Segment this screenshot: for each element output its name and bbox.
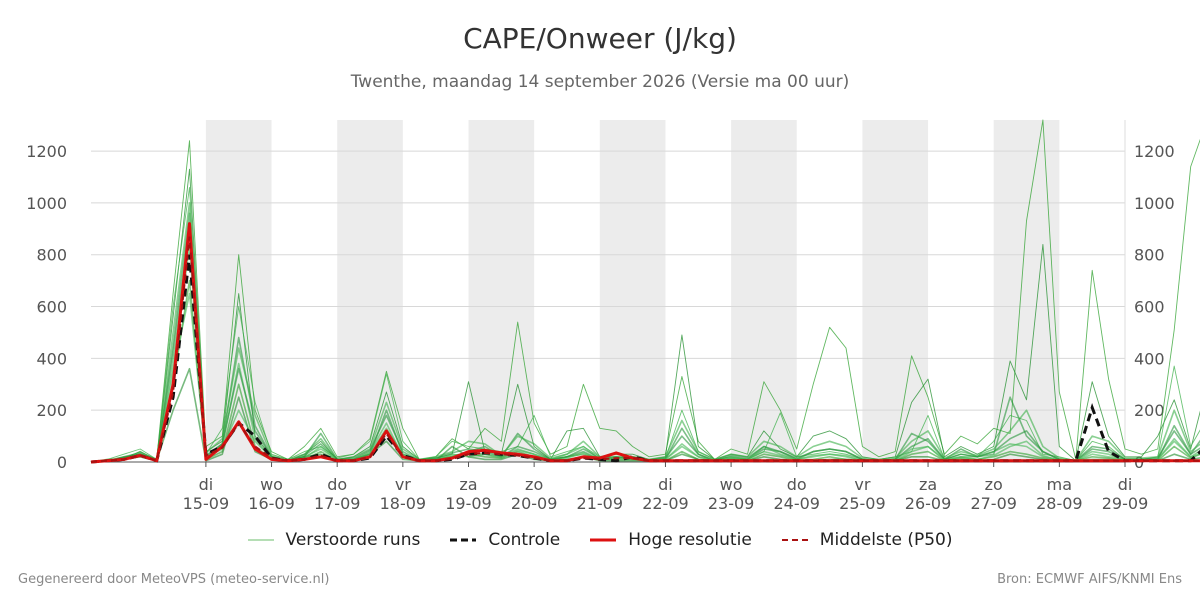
x-tick-day-4: za bbox=[459, 475, 477, 494]
y-tick-left-600: 600 bbox=[36, 298, 67, 317]
legend-label-median: Middelste (P50) bbox=[819, 530, 953, 550]
x-tick-date-6: 21-09 bbox=[577, 494, 624, 513]
legend-swatch-median bbox=[781, 539, 808, 541]
legend-item-high-res[interactable]: Hoge resolutie bbox=[590, 530, 752, 550]
footer-credit: Gegenereerd door MeteoVPS (meteo-service… bbox=[18, 572, 330, 587]
x-tick-day-6: ma bbox=[587, 475, 612, 494]
run-line-7 bbox=[90, 202, 1200, 463]
shaded-band-4 bbox=[731, 120, 797, 462]
x-tick-day-10: vr bbox=[854, 475, 870, 494]
y-tick-left-400: 400 bbox=[36, 349, 67, 368]
x-tick-day-1: wo bbox=[260, 475, 283, 494]
chart-subtitle: Twenthe, maandag 14 september 2026 (Vers… bbox=[350, 72, 850, 92]
x-tick-date-5: 20-09 bbox=[511, 494, 558, 513]
x-tick-day-3: vr bbox=[395, 475, 411, 494]
y-tick-right-0: 0 bbox=[1134, 453, 1144, 472]
shaded-band-3 bbox=[599, 120, 666, 462]
x-tick-date-12: 27-09 bbox=[970, 494, 1017, 513]
y-tick-right-1200: 1200 bbox=[1134, 142, 1175, 161]
high-res-line bbox=[90, 222, 1200, 464]
y-tick-left-800: 800 bbox=[36, 246, 67, 265]
y-tick-right-200: 200 bbox=[1134, 401, 1165, 420]
y-tick-left-0: 0 bbox=[57, 453, 67, 472]
x-tick-day-13: ma bbox=[1047, 475, 1072, 494]
x-tick-date-2: 17-09 bbox=[314, 494, 361, 513]
x-tick-day-2: do bbox=[327, 475, 347, 494]
legend-label-control: Controle bbox=[488, 530, 561, 550]
x-tick-day-8: wo bbox=[720, 475, 743, 494]
legend-swatch-control bbox=[450, 538, 477, 542]
x-tick-date-14: 29-09 bbox=[1102, 494, 1149, 513]
x-tick-date-4: 19-09 bbox=[445, 494, 492, 513]
cape-chart: 0 200 400 600 800 1000 1200 0 200 400 600 800 1000 1… bbox=[26, 119, 1200, 513]
legend-swatch-high-res bbox=[590, 538, 617, 542]
main-series bbox=[90, 222, 1200, 464]
shaded-band-6 bbox=[993, 120, 1060, 462]
x-tick-day-11: za bbox=[919, 475, 937, 494]
x-tick-date-13: 28-09 bbox=[1036, 494, 1083, 513]
weekend-bands bbox=[205, 120, 1060, 462]
x-tick-date-11: 26-09 bbox=[905, 494, 952, 513]
y-axis-left: 0 200 400 600 800 1000 1200 bbox=[26, 142, 67, 472]
y-axis-right: 0 200 400 600 800 1000 1200 bbox=[1134, 142, 1175, 472]
x-tick-date-7: 22-09 bbox=[642, 494, 689, 513]
x-tick-date-8: 23-09 bbox=[708, 494, 755, 513]
x-tick-date-0: 15-09 bbox=[183, 494, 230, 513]
shaded-band-1 bbox=[337, 120, 403, 462]
shaded-band-5 bbox=[862, 120, 929, 462]
legend-label-runs: Verstoorde runs bbox=[285, 530, 421, 550]
x-tick-day-0: di bbox=[199, 475, 214, 494]
legend-item-median[interactable]: Middelste (P50) bbox=[781, 530, 953, 550]
y-tick-right-600: 600 bbox=[1134, 298, 1165, 317]
legend-item-runs[interactable]: Verstoorde runs bbox=[247, 530, 421, 550]
x-tick-day-14: di bbox=[1118, 475, 1133, 494]
x-tick-date-1: 16-09 bbox=[248, 494, 295, 513]
y-tick-left-200: 200 bbox=[36, 401, 67, 420]
y-tick-left-1200: 1200 bbox=[26, 142, 67, 161]
x-tick-day-5: zo bbox=[525, 475, 543, 494]
x-tick-day-9: do bbox=[787, 475, 807, 494]
chart-title: CAPE/Onweer (J/kg) bbox=[463, 22, 737, 55]
y-tick-left-1000: 1000 bbox=[26, 194, 67, 213]
legend-swatch-runs bbox=[247, 539, 274, 541]
y-tick-right-1000: 1000 bbox=[1134, 194, 1175, 213]
x-tick-date-10: 25-09 bbox=[839, 494, 886, 513]
y-tick-right-400: 400 bbox=[1134, 349, 1165, 368]
y-tick-right-800: 800 bbox=[1134, 246, 1165, 265]
legend-label-high-res: Hoge resolutie bbox=[628, 530, 752, 550]
x-tick-date-3: 18-09 bbox=[380, 494, 427, 513]
run-line-0 bbox=[90, 119, 1200, 463]
legend-item-control[interactable]: Controle bbox=[450, 530, 560, 550]
x-tick-date-9: 24-09 bbox=[773, 494, 820, 513]
footer-source: Bron: ECMWF AIFS/KNMI Ens bbox=[997, 572, 1182, 587]
shaded-band-0 bbox=[205, 120, 272, 462]
x-tick-day-12: zo bbox=[985, 475, 1003, 494]
x-axis: di15-09wo16-09do17-09vr18-09za19-09zo20-… bbox=[183, 462, 1149, 513]
legend: Verstoorde runs Controle Hoge resolutie … bbox=[0, 530, 1200, 550]
x-tick-day-7: di bbox=[658, 475, 673, 494]
